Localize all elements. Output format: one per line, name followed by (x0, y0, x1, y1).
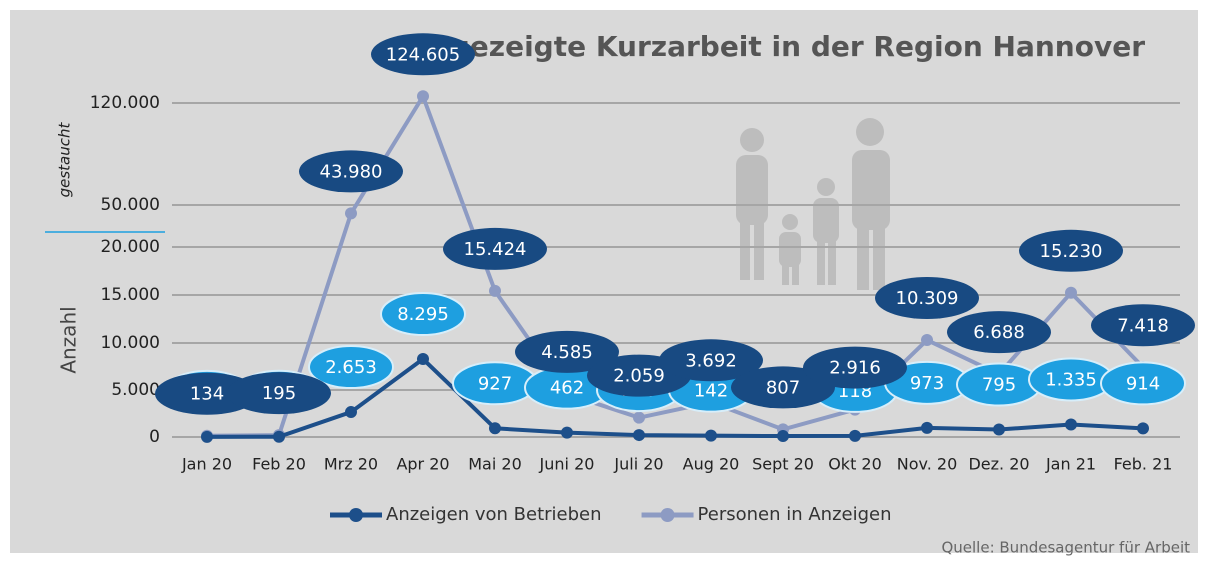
legend-marker (349, 508, 363, 522)
data-label: 124.605 (386, 44, 460, 65)
data-point (777, 430, 789, 442)
value-label: 6.688 (947, 311, 1051, 353)
x-tick-label: Dez. 20 (968, 455, 1029, 474)
value-label: 7.418 (1091, 304, 1195, 346)
data-label: 2.653 (325, 357, 377, 378)
y-axis-label: Anzahl (57, 306, 81, 373)
y-tick-label: 5.000 (111, 380, 160, 400)
value-label: 8.295 (381, 293, 465, 335)
x-tick-label: Apr 20 (396, 455, 449, 474)
x-tick-label: Juni 20 (539, 455, 595, 474)
data-label: 927 (478, 373, 512, 394)
x-tick-label: Okt 20 (828, 455, 882, 474)
data-point (633, 412, 645, 424)
data-label: 195 (262, 383, 296, 404)
y-tick-label: 15.000 (101, 285, 160, 305)
data-point (561, 427, 573, 439)
data-label: 15.424 (464, 239, 527, 260)
value-label: 15.230 (1019, 230, 1123, 272)
x-tick-label: Feb. 21 (1114, 455, 1173, 474)
x-tick-label: Juli 20 (613, 455, 663, 474)
source: Quelle: Bundesagentur für Arbeit (941, 539, 1190, 557)
y-tick-label: 20.000 (101, 237, 160, 257)
data-point (273, 431, 285, 443)
data-label: 142 (694, 381, 728, 402)
y-tick-label: 10.000 (101, 333, 160, 353)
data-point (417, 353, 429, 365)
data-label: 43.980 (320, 161, 383, 182)
x-tick-label: Nov. 20 (897, 455, 958, 474)
data-label: 15.230 (1040, 241, 1103, 262)
data-label: 914 (1126, 373, 1160, 394)
legend-label: Personen in Anzeigen (698, 504, 892, 525)
data-label: 462 (550, 378, 584, 399)
data-label: 2.916 (829, 358, 881, 379)
y-tick-label: 120.000 (90, 93, 160, 113)
data-label: 807 (766, 377, 800, 398)
x-tick-label: Mai 20 (468, 455, 522, 474)
data-label: 1.335 (1045, 369, 1097, 390)
value-label: 2.916 (803, 347, 907, 389)
data-point (489, 422, 501, 434)
data-label: 795 (982, 375, 1016, 396)
data-label: 134 (190, 384, 224, 405)
data-point (633, 429, 645, 441)
chart: Angezeigte Kurzarbeit in der Region Hann… (0, 0, 1208, 563)
data-point (1137, 422, 1149, 434)
y-tick-label: 50.000 (101, 195, 160, 215)
data-label: 2.059 (613, 366, 665, 387)
x-tick-label: Jan 20 (181, 455, 232, 474)
x-tick-label: Jan 21 (1045, 455, 1096, 474)
x-tick-label: Sept 20 (752, 455, 814, 474)
data-point (993, 424, 1005, 436)
value-label: 195 (227, 372, 331, 414)
x-tick-label: Aug 20 (683, 455, 740, 474)
data-point (489, 285, 501, 297)
data-point (921, 422, 933, 434)
chart-title: Angezeigte Kurzarbeit in der Region Hann… (408, 30, 1145, 63)
data-label: 3.692 (685, 350, 737, 371)
legend-marker (661, 508, 675, 522)
data-point (921, 334, 933, 346)
value-label: 124.605 (371, 33, 475, 75)
data-label: 6.688 (973, 322, 1025, 343)
value-label: 15.424 (443, 228, 547, 270)
value-label: 10.309 (875, 277, 979, 319)
data-point (201, 431, 213, 443)
data-label: 973 (910, 373, 944, 394)
data-label: 4.585 (541, 342, 593, 363)
data-point (705, 430, 717, 442)
value-label: 914 (1101, 362, 1185, 404)
value-label: 1.335 (1029, 358, 1113, 400)
data-point (345, 406, 357, 418)
data-point (345, 207, 357, 219)
value-label: 43.980 (299, 150, 403, 192)
y-tick-label: 0 (149, 427, 160, 447)
data-label: 7.418 (1117, 315, 1169, 336)
axis-note: gestaucht (56, 121, 74, 197)
data-point (1065, 287, 1077, 299)
data-point (417, 90, 429, 102)
legend-label: Anzeigen von Betrieben (386, 504, 602, 525)
data-point (1065, 418, 1077, 430)
data-point (849, 430, 861, 442)
data-label: 10.309 (896, 288, 959, 309)
x-tick-label: Feb 20 (252, 455, 306, 474)
x-tick-label: Mrz 20 (324, 455, 378, 474)
value-label: 795 (957, 364, 1041, 406)
value-label: 927 (453, 362, 537, 404)
data-label: 8.295 (397, 304, 449, 325)
